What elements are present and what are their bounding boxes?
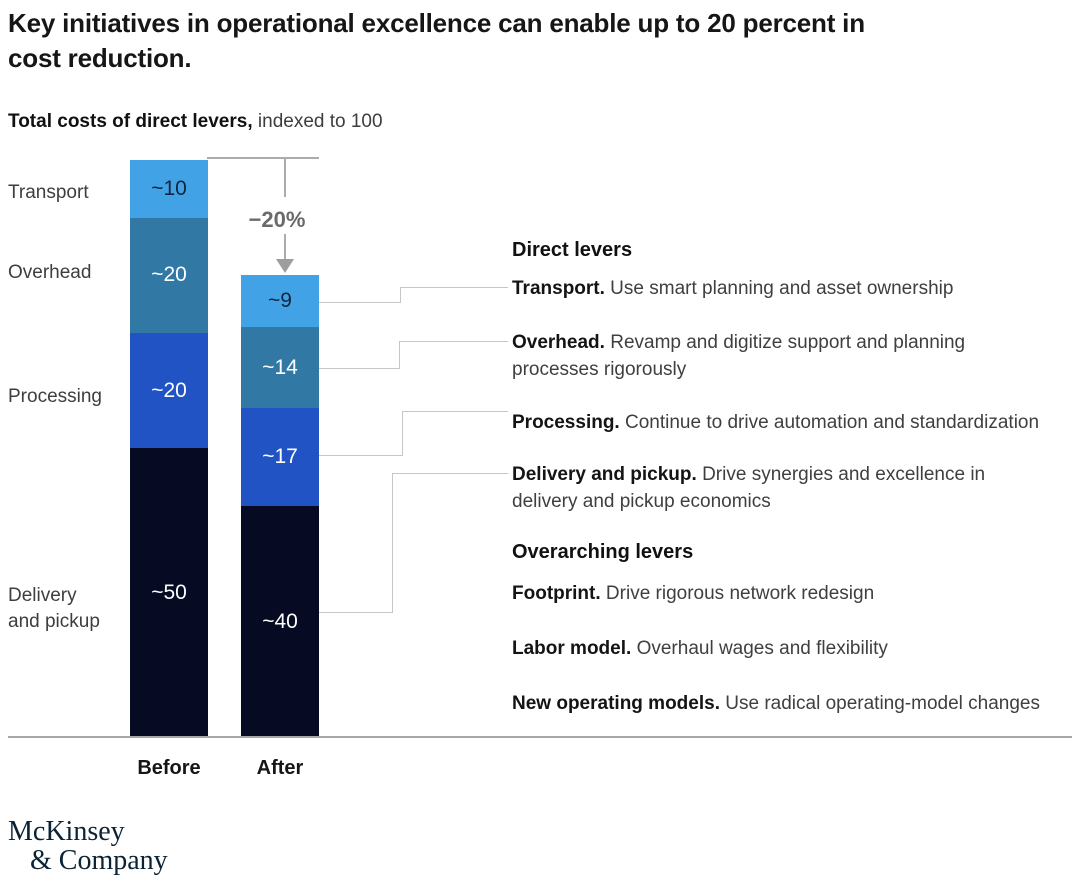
connector-processing xyxy=(319,455,402,456)
category-label-transport: Transport xyxy=(8,182,89,203)
reduction-top-rule xyxy=(207,157,319,159)
annotation-footprint: Footprint. Drive rigorous network redesi… xyxy=(512,580,1072,607)
annotation-transport-text: Use smart planning and asset ownership xyxy=(604,278,954,299)
annotation-new-operating-models-lead: New operating models. xyxy=(512,693,720,714)
annotation-delivery: Delivery and pickup. Drive synergies and… xyxy=(512,461,1012,515)
annotation-overhead-lead: Overhead. xyxy=(512,332,605,353)
bar-segment-value: ~20 xyxy=(151,263,187,287)
bar-segment-processing: ~17 xyxy=(241,408,319,507)
x-axis-baseline xyxy=(8,736,1072,738)
annotation-overhead-text: Revamp and digitize support and planning… xyxy=(512,332,966,380)
annotation-footprint-lead: Footprint. xyxy=(512,583,601,604)
bar-segment-value: ~50 xyxy=(151,580,187,604)
connector-delivery xyxy=(392,473,393,613)
connector-overhead xyxy=(399,341,400,369)
bar-segment-overhead: ~14 xyxy=(241,327,319,409)
annotation-new-operating-models: New operating models. Use radical operat… xyxy=(512,690,1080,717)
overarching-levers-heading: Overarching levers xyxy=(512,541,694,563)
bar-segment-value: ~20 xyxy=(151,378,187,402)
annotation-delivery-text: Drive synergies and excellence in delive… xyxy=(512,464,986,512)
annotation-processing-lead: Processing. xyxy=(512,412,620,433)
annotation-labor-model: Labor model. Overhaul wages and flexibil… xyxy=(512,635,1072,662)
connector-transport xyxy=(319,302,400,303)
annotation-new-operating-models-text: Use radical operating-model changes xyxy=(719,693,1040,714)
annotation-transport: Transport. Use smart planning and asset … xyxy=(512,275,1072,302)
bar-after: ~9 ~14 ~17 ~40 xyxy=(241,275,319,737)
chart-subtitle: Total costs of direct levers, indexed to… xyxy=(8,111,383,133)
reduction-arrow-stem xyxy=(284,159,286,197)
x-axis-label-after: After xyxy=(256,757,304,779)
bar-before: ~10 ~20 ~20 ~50 xyxy=(130,160,208,737)
bar-segment-delivery-and-pickup: ~50 xyxy=(130,448,208,737)
connector-processing xyxy=(402,411,508,412)
connector-processing xyxy=(402,411,403,456)
bar-segment-value: ~9 xyxy=(268,289,292,313)
category-label-overhead: Overhead xyxy=(8,262,92,283)
annotation-processing: Processing. Continue to drive automation… xyxy=(512,409,1072,436)
connector-delivery xyxy=(392,473,508,474)
annotation-labor-model-text: Overhaul wages and flexibility xyxy=(631,638,888,659)
mckinsey-logo: & Company xyxy=(30,845,168,876)
bar-segment-transport: ~9 xyxy=(241,275,319,328)
bar-segment-transport: ~10 xyxy=(130,160,208,218)
annotation-footprint-text: Drive rigorous network redesign xyxy=(600,583,875,604)
x-axis-label-before: Before xyxy=(137,757,201,779)
connector-overhead xyxy=(399,341,508,342)
annotation-labor-model-lead: Labor model. xyxy=(512,638,632,659)
connector-delivery xyxy=(319,612,392,613)
chart-subtitle-regular: indexed to 100 xyxy=(252,111,383,132)
category-label-processing: Processing xyxy=(8,386,102,407)
connector-overhead xyxy=(319,368,399,369)
reduction-arrow-stem xyxy=(284,234,286,260)
annotation-delivery-lead: Delivery and pickup. xyxy=(512,464,697,485)
exhibit-title: Key initiatives in operational excellenc… xyxy=(8,8,865,73)
bar-segment-value: ~40 xyxy=(262,609,298,633)
bar-segment-value: ~17 xyxy=(262,445,298,469)
mckinsey-logo: McKinsey xyxy=(8,816,125,847)
category-label-delivery: Delivery and pickup xyxy=(8,585,100,632)
connector-transport xyxy=(400,287,508,288)
down-arrow-icon xyxy=(276,259,294,273)
annotation-overhead: Overhead. Revamp and digitize support an… xyxy=(512,329,1012,383)
chart-subtitle-bold: Total costs of direct levers, xyxy=(8,111,253,132)
reduction-percent-label: −20% xyxy=(245,207,309,233)
connector-transport xyxy=(400,287,401,303)
direct-levers-heading: Direct levers xyxy=(512,239,633,261)
annotation-processing-text: Continue to drive automation and standar… xyxy=(619,412,1040,433)
bar-segment-delivery-and-pickup: ~40 xyxy=(241,506,319,737)
bar-segment-value: ~10 xyxy=(151,176,187,200)
bar-segment-processing: ~20 xyxy=(130,333,208,449)
bar-segment-overhead: ~20 xyxy=(130,217,208,334)
bar-segment-value: ~14 xyxy=(262,355,298,379)
annotation-transport-lead: Transport. xyxy=(512,278,605,299)
